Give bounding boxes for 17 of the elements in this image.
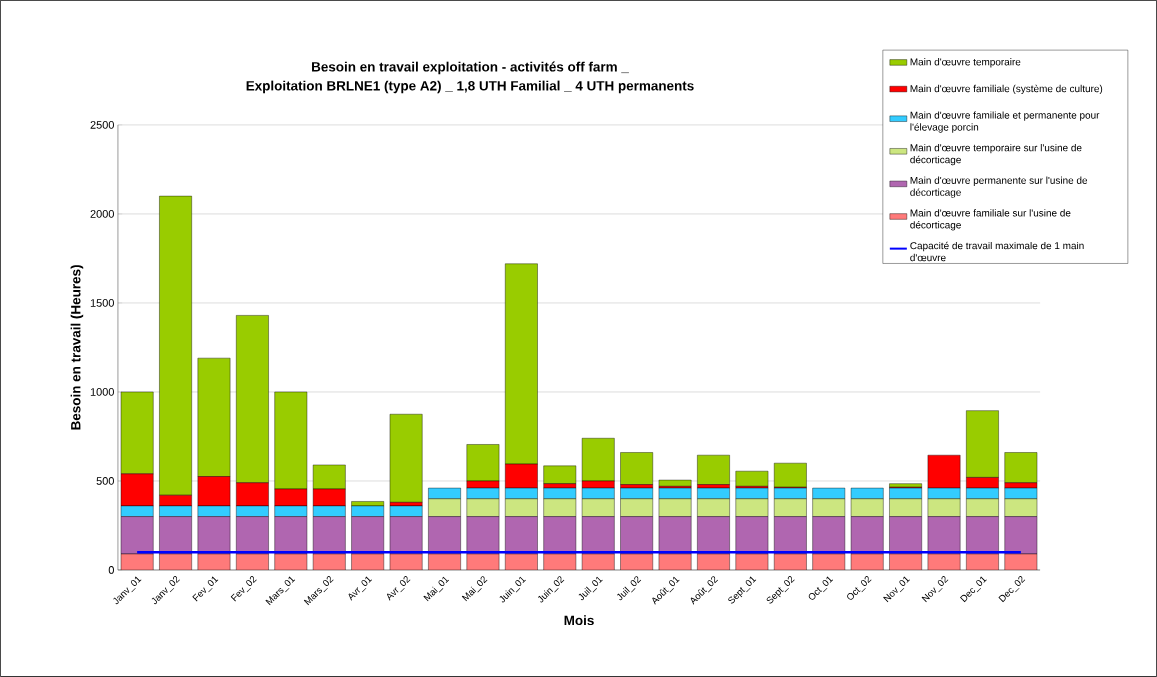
y-tick-label: 0 [108, 566, 114, 574]
x-axis-title: Mois [564, 615, 594, 626]
y-axis-title: Besoin en travail (Heures) [70, 265, 84, 430]
legend-label: Main d'œuvre permanente sur l'usine de décorticage [910, 176, 1088, 198]
legend-label: Main d'œuvre familiale (système de culture) [910, 84, 1103, 95]
y-tick-label: 2500 [90, 121, 114, 129]
legend-label: Main d'œuvre temporaire sur l'usine de décorticage [910, 144, 1082, 166]
legend-label: Capacité de travail maximale de 1 main d'œuvre [910, 241, 1084, 262]
chart-subtitle: Exploitation BRLNE1 (type A2) _ 1,8 UTH Familial _ 4 UTH permanents [246, 80, 694, 94]
legend-label: Main d'œuvre familiale sur l'usine de décorticage [910, 209, 1071, 231]
y-tick-label: 500 [96, 477, 114, 485]
legend-label: Main d'œuvre familiale et permanente pour l'élevage porcin [910, 111, 1100, 133]
y-tick-label: 1500 [90, 299, 114, 307]
y-tick-label: 1000 [90, 388, 114, 396]
y-tick-label: 2000 [90, 210, 114, 218]
legend-label: Main d'œuvre temporaire [910, 58, 1021, 68]
chart-title: Besoin en travail exploitation - activités off farm _ [312, 61, 629, 75]
